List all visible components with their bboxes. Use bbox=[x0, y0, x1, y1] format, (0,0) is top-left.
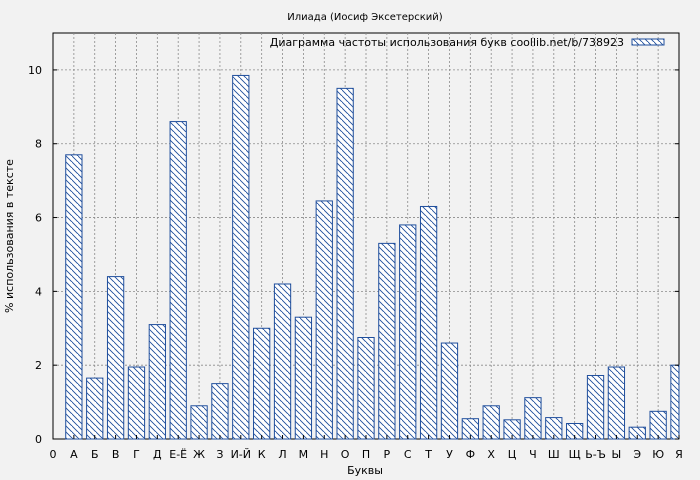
bar-Б bbox=[86, 377, 104, 440]
x-tick-label: И-Й bbox=[231, 448, 251, 461]
bar-И-Й bbox=[232, 74, 250, 440]
bar-Р bbox=[378, 242, 396, 440]
bar-У bbox=[440, 342, 459, 440]
x-tick-label: Ж bbox=[193, 448, 205, 461]
x-axis-label: Буквы bbox=[347, 464, 383, 477]
bar-В bbox=[106, 276, 125, 440]
legend-label: Диаграмма частоты использования букв coo… bbox=[270, 36, 624, 49]
bar-Ь-Ъ bbox=[586, 375, 605, 440]
x-tick-label: Л bbox=[278, 448, 286, 461]
chart-title: Илиада (Иосиф Эксетерский) bbox=[287, 12, 442, 23]
x-tick-label: К bbox=[258, 448, 266, 461]
x-tick-label: Э bbox=[633, 448, 641, 461]
x-tick-label: С bbox=[404, 448, 412, 461]
legend: Диаграмма частоты использования букв coo… bbox=[270, 36, 665, 49]
bar-Ж bbox=[190, 405, 208, 440]
bar-К bbox=[253, 327, 271, 440]
bar-Т bbox=[419, 205, 438, 440]
y-tick-label: 2 bbox=[35, 359, 42, 372]
x-tick-label: Ю bbox=[652, 448, 664, 461]
x-tick-label: Д bbox=[153, 448, 162, 461]
bar-Д bbox=[148, 324, 166, 440]
bar-Ч bbox=[524, 397, 542, 440]
bar-С bbox=[399, 224, 417, 440]
x-tick-label: Я bbox=[675, 448, 683, 461]
x-tick-label: О bbox=[341, 448, 350, 461]
bar-Я bbox=[670, 364, 680, 440]
bar-П bbox=[357, 337, 375, 440]
bar-А bbox=[65, 154, 83, 440]
x-tick-label: П bbox=[362, 448, 370, 461]
x-tick-label: Ц bbox=[508, 448, 517, 461]
legend-swatch bbox=[631, 38, 665, 46]
y-tick-label: 0 bbox=[35, 433, 42, 446]
bar-Е-Ё bbox=[169, 121, 187, 440]
bar-Н bbox=[315, 200, 333, 440]
x-tick-label: Х bbox=[487, 448, 495, 461]
bar-Л bbox=[273, 283, 292, 440]
x-tick-label: Е-Ё bbox=[169, 448, 187, 461]
bar-Ы bbox=[607, 366, 626, 440]
x-tick-label: А bbox=[70, 448, 78, 461]
bar-Ю bbox=[649, 410, 667, 440]
y-tick-label: 4 bbox=[35, 285, 42, 298]
x-tick-label: Н bbox=[320, 448, 328, 461]
x-tick-label: Ф bbox=[466, 448, 475, 461]
y-tick-label: 10 bbox=[28, 64, 42, 77]
bar-Х bbox=[482, 405, 500, 440]
x-tick-label: Р bbox=[384, 448, 391, 461]
y-tick-label: 8 bbox=[35, 138, 42, 151]
x-tick-label: Ь-Ъ bbox=[585, 448, 606, 461]
x-tick-label: З bbox=[216, 448, 223, 461]
bar-Г bbox=[127, 366, 146, 440]
x-tick-label: Т bbox=[424, 448, 432, 461]
x-tick-label: В bbox=[112, 448, 120, 461]
x-tick-label: Г bbox=[133, 448, 140, 461]
x-tick-label: Ы bbox=[612, 448, 622, 461]
bar-О bbox=[336, 87, 354, 440]
x-tick-label: Ш bbox=[548, 448, 560, 461]
x-tick-label: Б bbox=[91, 448, 99, 461]
x-tick-label: Ч bbox=[529, 448, 537, 461]
bar-М bbox=[294, 316, 313, 440]
x-tick-label: Щ bbox=[569, 448, 581, 461]
y-tick-label: 6 bbox=[35, 212, 42, 225]
bar-З bbox=[211, 383, 229, 440]
bars bbox=[65, 74, 680, 440]
x-tick-label: М bbox=[299, 448, 309, 461]
x-tick-label: У bbox=[446, 448, 453, 461]
x-tick-label: 0 bbox=[50, 448, 57, 461]
y-axis-label: % использования в тексте bbox=[3, 159, 16, 313]
